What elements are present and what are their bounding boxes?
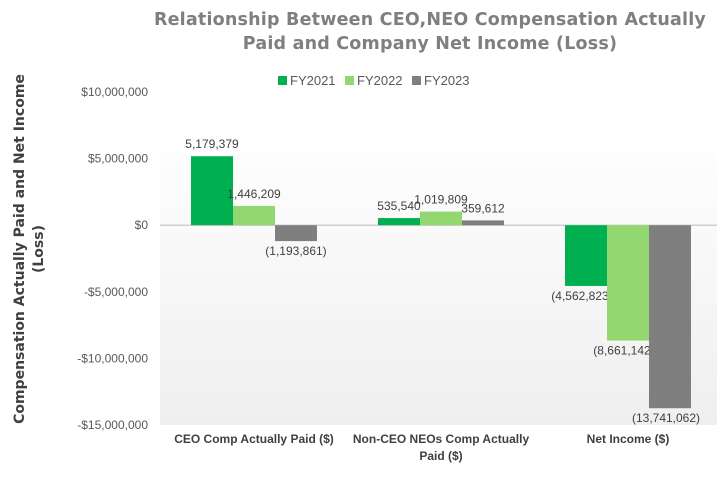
data-label: (4,562,823) <box>551 289 612 303</box>
legend-swatch-fy2021 <box>278 76 287 85</box>
category-label: Non-CEO NEOs Comp Actually Paid ($) <box>353 432 530 463</box>
data-label: (13,741,062) <box>632 411 700 425</box>
data-label: (8,661,142) <box>593 344 654 358</box>
data-label: 5,179,379 <box>185 137 239 151</box>
data-label: 1,019,809 <box>414 193 468 207</box>
bar-fy2022 <box>233 205 275 226</box>
bar-fy2022 <box>420 211 462 226</box>
bar-fy2023 <box>275 225 317 242</box>
y-tick-label: $5,000,000 <box>88 152 148 166</box>
bar-fy2023 <box>649 225 691 409</box>
y-tick-label: $0 <box>135 218 149 232</box>
category-label: CEO Comp Actually Paid ($) <box>174 432 334 446</box>
chart-title: Relationship Between CEO,NEO Compensatio… <box>153 10 707 54</box>
y-tick-label: -$10,000,000 <box>77 351 148 365</box>
data-label: 535,540 <box>377 199 421 213</box>
y-tick-label: -$5,000,000 <box>84 285 148 299</box>
bar-fy2021 <box>191 156 233 226</box>
data-label: (1,193,861) <box>265 244 326 258</box>
data-label: 1,446,209 <box>227 187 281 201</box>
legend-label: FY2021 <box>290 73 336 88</box>
bar-fy2022 <box>607 225 649 341</box>
bar-fy2023 <box>462 220 504 226</box>
legend-label: FY2023 <box>424 73 470 88</box>
y-tick-label: -$15,000,000 <box>77 418 148 432</box>
y-tick-label: $10,000,000 <box>81 85 148 99</box>
legend-swatch-fy2023 <box>412 76 421 85</box>
category-label: Net Income ($) <box>587 432 670 446</box>
data-label: 359,612 <box>461 201 505 215</box>
legend-swatch-fy2022 <box>345 76 354 85</box>
bar-fy2021 <box>378 218 420 226</box>
bar-fy2021 <box>565 225 607 286</box>
legend-label: FY2022 <box>357 73 403 88</box>
